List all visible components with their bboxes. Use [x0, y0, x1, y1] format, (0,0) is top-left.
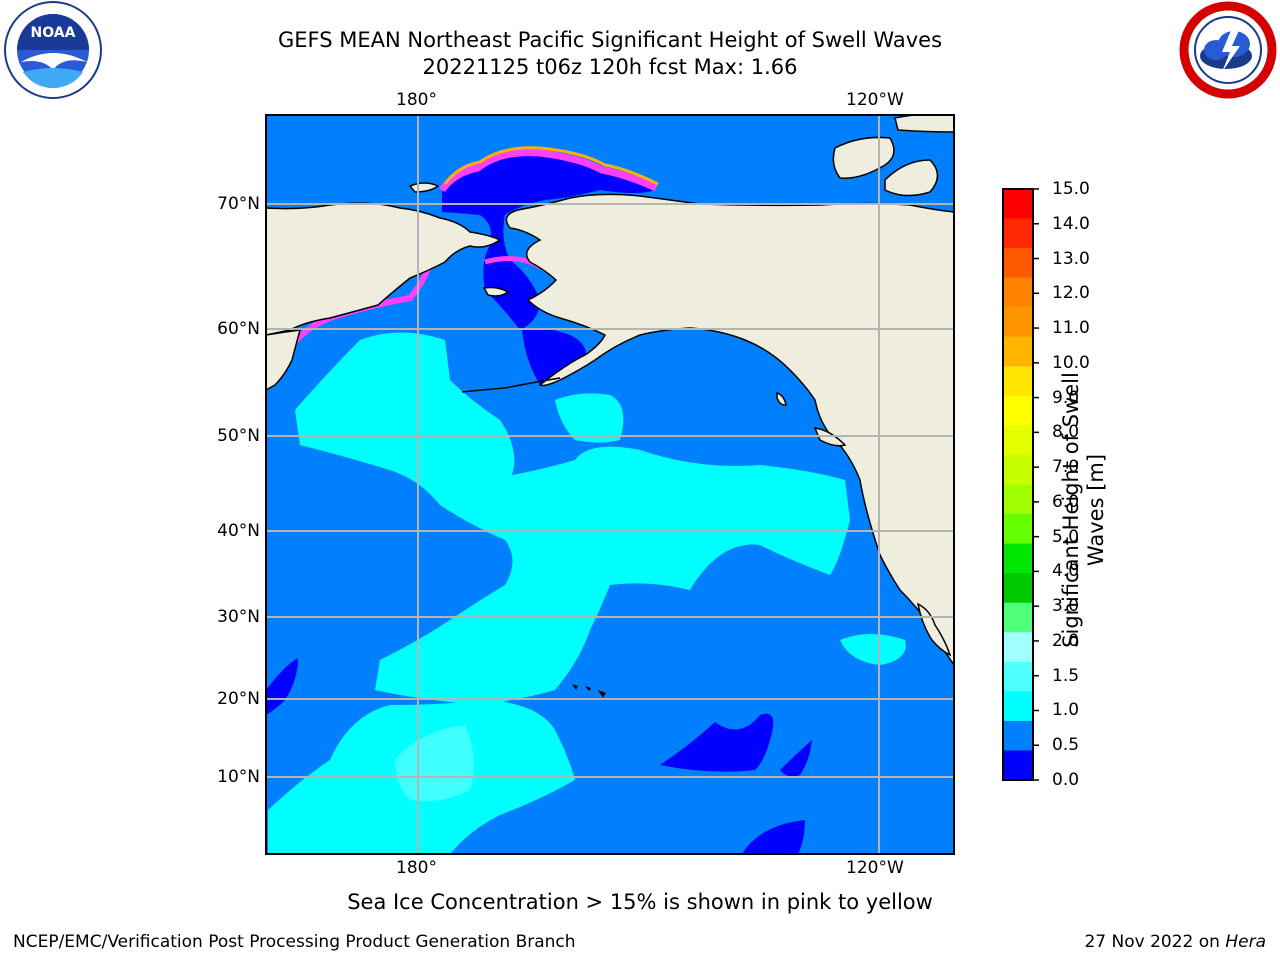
- sea-ice-fringe: [439, 149, 658, 193]
- colorbar-swatch: [1003, 425, 1033, 456]
- colorbar-tick-label: 15.0: [1052, 179, 1090, 199]
- swell-region-cyan-subtropical: [840, 634, 906, 665]
- map-title: GEFS MEAN Northeast Pacific Significant …: [277, 28, 943, 52]
- noaa-logo-icon: NOAA: [4, 1, 102, 99]
- colorbar-swatch: [1003, 573, 1033, 604]
- swell-region-cyan-north: [295, 332, 850, 705]
- sea-ice-fringe-outer: [443, 146, 659, 186]
- swell-region-cyan-east: [555, 393, 624, 443]
- land-hawaii: [572, 684, 606, 698]
- colorbar-swatch: [1003, 514, 1033, 545]
- colorbar-tick-label: 7.0: [1052, 457, 1080, 478]
- map-frame: [265, 114, 955, 855]
- lat-label-30n: 30°N: [217, 607, 260, 627]
- colorbar-tick-label: 1.5: [1052, 665, 1080, 686]
- colorbar-tick-label: 3.0: [1052, 596, 1080, 617]
- colorbar-swatch: [1003, 750, 1033, 781]
- calm-region-central-pacific: [660, 713, 774, 772]
- colorbar-tick-label: 6.0: [1052, 491, 1080, 512]
- colorbar-swatch: [1003, 484, 1033, 515]
- colorbar-swatch: [1003, 189, 1033, 220]
- map-subtitle: 20221125 t06z 120h fcst Max: 1.66: [422, 55, 798, 79]
- swell-region-lightcyan: [395, 725, 474, 802]
- colorbar-swatch: [1003, 248, 1033, 279]
- colorbar-swatch: [1003, 602, 1033, 633]
- colorbar-swatch: [1003, 632, 1033, 663]
- land-kamchatka: [266, 329, 302, 391]
- colorbar-tick-label: 2.0: [1052, 630, 1080, 651]
- colorbar-tick-label: 14.0: [1052, 213, 1090, 234]
- colorbar-tick-label: 8.0: [1052, 422, 1080, 443]
- lat-label-50n: 50°N: [217, 426, 260, 446]
- colorbar-swatch: [1003, 336, 1033, 367]
- footer-date-text: 27 Nov 2022 on: [1084, 932, 1226, 952]
- colorbar-tick-label: 11.0: [1052, 318, 1090, 339]
- colorbar-tick-label: 13.0: [1052, 248, 1090, 269]
- footer-machine: Hera: [1225, 932, 1266, 952]
- calm-region-east-pacific: [780, 740, 812, 777]
- colorbar-tick-label: 9.0: [1052, 387, 1080, 408]
- colorbar-swatch: [1003, 661, 1033, 692]
- noaa-logo-text: NOAA: [31, 25, 76, 41]
- colorbar-swatch: [1003, 395, 1033, 426]
- calm-region-southeast: [742, 820, 805, 854]
- colorbar-tick-label: 0.0: [1052, 770, 1080, 790]
- lon-label-top-180: 180°: [396, 90, 437, 110]
- land-siberia: [266, 202, 502, 336]
- land-haida-gwaii: [776, 392, 787, 406]
- land-st-lawrence: [482, 286, 510, 297]
- land-alaska: [505, 115, 954, 667]
- lon-label-bottom-120w: 120°W: [846, 858, 904, 878]
- colorbar-swatch: [1003, 543, 1033, 574]
- lat-label-60n: 60°N: [217, 319, 260, 339]
- lon-label-top-120w: 120°W: [846, 90, 904, 110]
- colorbar-tick-label: 12.0: [1052, 283, 1090, 304]
- footer-date: 27 Nov 2022 on Hera: [1084, 932, 1266, 952]
- colorbar-tick-label: 0.5: [1052, 735, 1080, 756]
- calm-region-bristol-bay: [522, 328, 586, 385]
- colorbar-swatch: [1003, 277, 1033, 308]
- colorbar-tick-label: 5.0: [1052, 526, 1080, 547]
- colorbar-swatch: [1003, 720, 1033, 751]
- footer-credit: NCEP/EMC/Verification Post Processing Pr…: [13, 932, 576, 952]
- graticule: [266, 115, 954, 854]
- calm-region-bering: [442, 154, 655, 330]
- calm-region-west: [266, 658, 298, 715]
- sea-ice-note: Sea Ice Concentration > 15% is shown in …: [347, 890, 933, 914]
- colorbar-swatch: [1003, 691, 1033, 722]
- lat-label-40n: 40°N: [217, 521, 260, 541]
- colorbar-label: Significant Height of Swell Waves [m]: [1059, 372, 1108, 648]
- land-arctic-islands-3: [884, 159, 939, 197]
- colorbar-swatch: [1003, 218, 1033, 249]
- colorbar-tick-label: 4.0: [1052, 561, 1080, 582]
- colorbar-tick-label: 10.0: [1052, 352, 1090, 373]
- land-aleutians: [461, 377, 561, 393]
- colorbar-swatch: [1003, 366, 1033, 397]
- lat-label-70n: 70°N: [217, 194, 260, 214]
- colorbar-swatch: [1003, 454, 1033, 485]
- lon-label-bottom-180: 180°: [396, 858, 437, 878]
- national-weather-service-logo-icon: [1179, 1, 1277, 99]
- lat-label-20n: 20°N: [217, 689, 260, 709]
- colorbar-tick-label: 1.0: [1052, 700, 1080, 721]
- colorbar-swatch: [1003, 307, 1033, 338]
- lat-label-10n: 10°N: [217, 767, 260, 787]
